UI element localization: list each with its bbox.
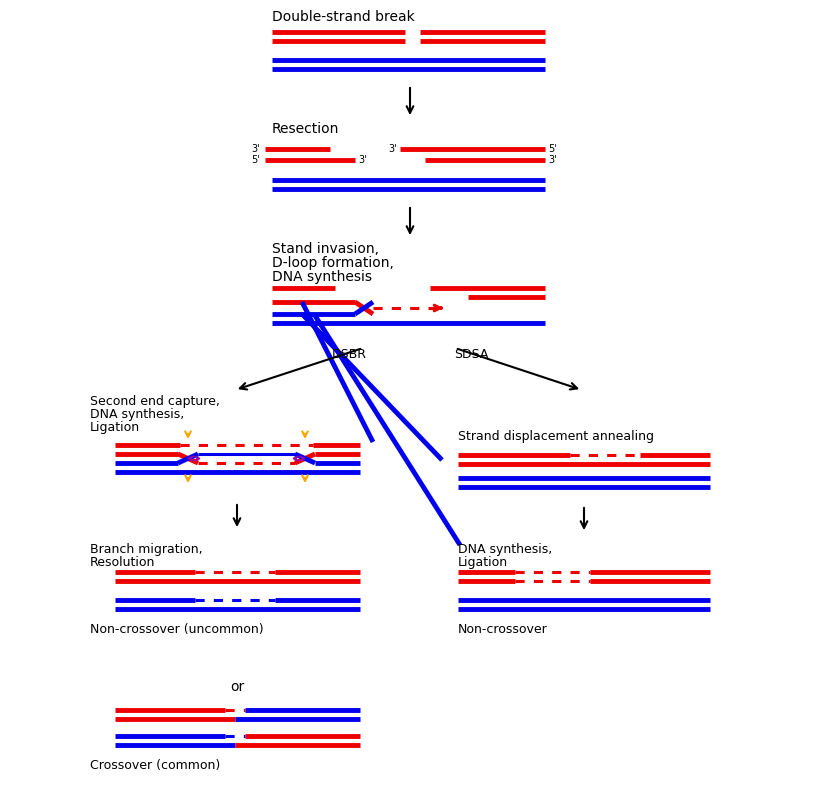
Text: Double-strand break: Double-strand break [272, 10, 414, 24]
Text: Resolution: Resolution [90, 556, 155, 569]
Text: Branch migration,: Branch migration, [90, 543, 202, 556]
Text: DSBR: DSBR [332, 348, 367, 361]
Text: Strand displacement annealing: Strand displacement annealing [458, 430, 654, 443]
Text: Stand invasion,: Stand invasion, [272, 242, 378, 256]
Text: Resection: Resection [272, 122, 339, 136]
Text: 3': 3' [387, 144, 396, 154]
Text: D-loop formation,: D-loop formation, [272, 256, 393, 270]
Text: DNA synthesis,: DNA synthesis, [458, 543, 551, 556]
Text: Non-crossover (uncommon): Non-crossover (uncommon) [90, 623, 263, 636]
Text: or: or [229, 680, 244, 694]
Text: 5': 5' [251, 155, 260, 165]
Text: Crossover (common): Crossover (common) [90, 759, 220, 772]
Text: 5': 5' [547, 144, 556, 154]
Text: Non-crossover: Non-crossover [458, 623, 547, 636]
Text: DNA synthesis,: DNA synthesis, [90, 408, 184, 421]
Text: 3': 3' [251, 144, 260, 154]
Text: Ligation: Ligation [90, 421, 140, 434]
Text: SDSA: SDSA [454, 348, 488, 361]
Text: Ligation: Ligation [458, 556, 508, 569]
Text: Second end capture,: Second end capture, [90, 395, 219, 408]
Text: DNA synthesis: DNA synthesis [272, 270, 372, 284]
Text: 3': 3' [547, 155, 556, 165]
Text: 3': 3' [358, 155, 366, 165]
